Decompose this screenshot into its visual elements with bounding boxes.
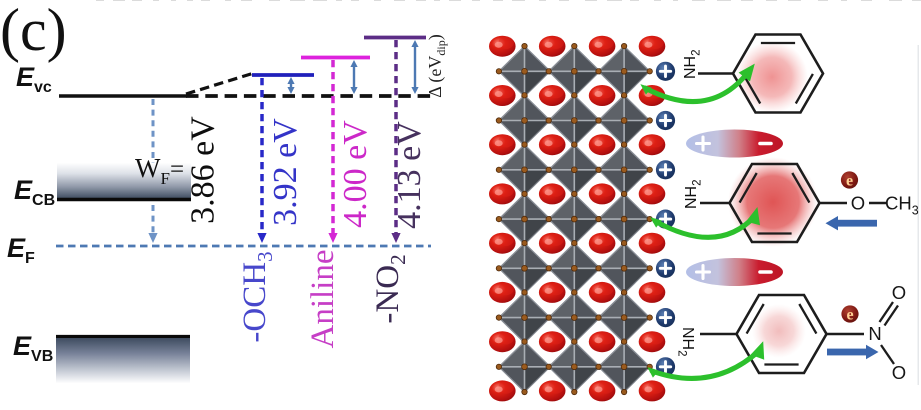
svg-text:NH2: NH2 xyxy=(682,49,703,79)
svg-text:-NO2: -NO2 xyxy=(370,254,410,323)
svg-text:N: N xyxy=(868,323,881,344)
svg-text:4.13 eV: 4.13 eV xyxy=(391,121,428,229)
svg-text:3.92 eV: 3.92 eV xyxy=(267,118,304,226)
svg-text:O: O xyxy=(851,193,865,214)
svg-text:e: e xyxy=(846,173,853,190)
svg-text:(c): (c) xyxy=(0,0,67,63)
svg-text:O: O xyxy=(892,282,906,303)
svg-text:e: e xyxy=(846,307,853,324)
svg-text:Aniline: Aniline xyxy=(305,250,341,349)
svg-text:NH2: NH2 xyxy=(676,327,697,357)
svg-text:-OCH3: -OCH3 xyxy=(237,251,277,342)
svg-text:3.86 eV: 3.86 eV xyxy=(185,116,222,224)
svg-text:NH2: NH2 xyxy=(683,179,704,209)
svg-text:WF=: WF= xyxy=(135,153,184,188)
svg-text:O: O xyxy=(892,362,906,383)
svg-text:4.00 eV: 4.00 eV xyxy=(337,120,374,228)
